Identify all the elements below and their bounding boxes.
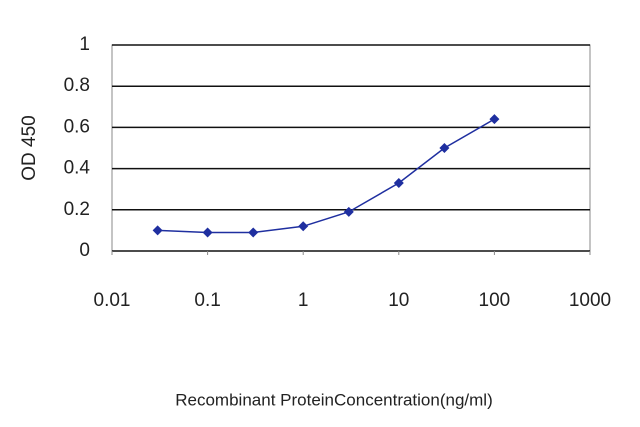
y-tick-label: 1 — [79, 34, 90, 55]
marker — [152, 225, 163, 236]
x-tick-label: 1000 — [569, 290, 611, 311]
marker — [298, 221, 309, 232]
marker — [343, 206, 354, 217]
y-tick-label: 0.2 — [64, 199, 90, 220]
y-tick-label: 0 — [79, 240, 90, 261]
x-tick-label: 0.01 — [94, 290, 131, 311]
marker — [489, 114, 500, 125]
marker — [393, 178, 404, 189]
y-tick-label: 0.6 — [64, 116, 90, 137]
x-tick-label: 100 — [479, 290, 511, 311]
x-axis-label: Recombinant ProteinConcentration(ng/ml) — [175, 390, 493, 409]
marker — [439, 143, 450, 153]
y-tick-label: 0.4 — [64, 158, 91, 179]
plot-area — [111, 44, 591, 252]
x-tick-label: 10 — [388, 290, 409, 311]
x-tick-label: 0.1 — [194, 290, 220, 311]
y-axis-label: OD 450 — [19, 115, 40, 180]
marker — [202, 227, 213, 238]
marker — [248, 227, 259, 238]
x-tick-label: 1 — [298, 290, 309, 311]
line — [157, 118, 495, 234]
y-tick-label: 0.8 — [64, 75, 90, 96]
